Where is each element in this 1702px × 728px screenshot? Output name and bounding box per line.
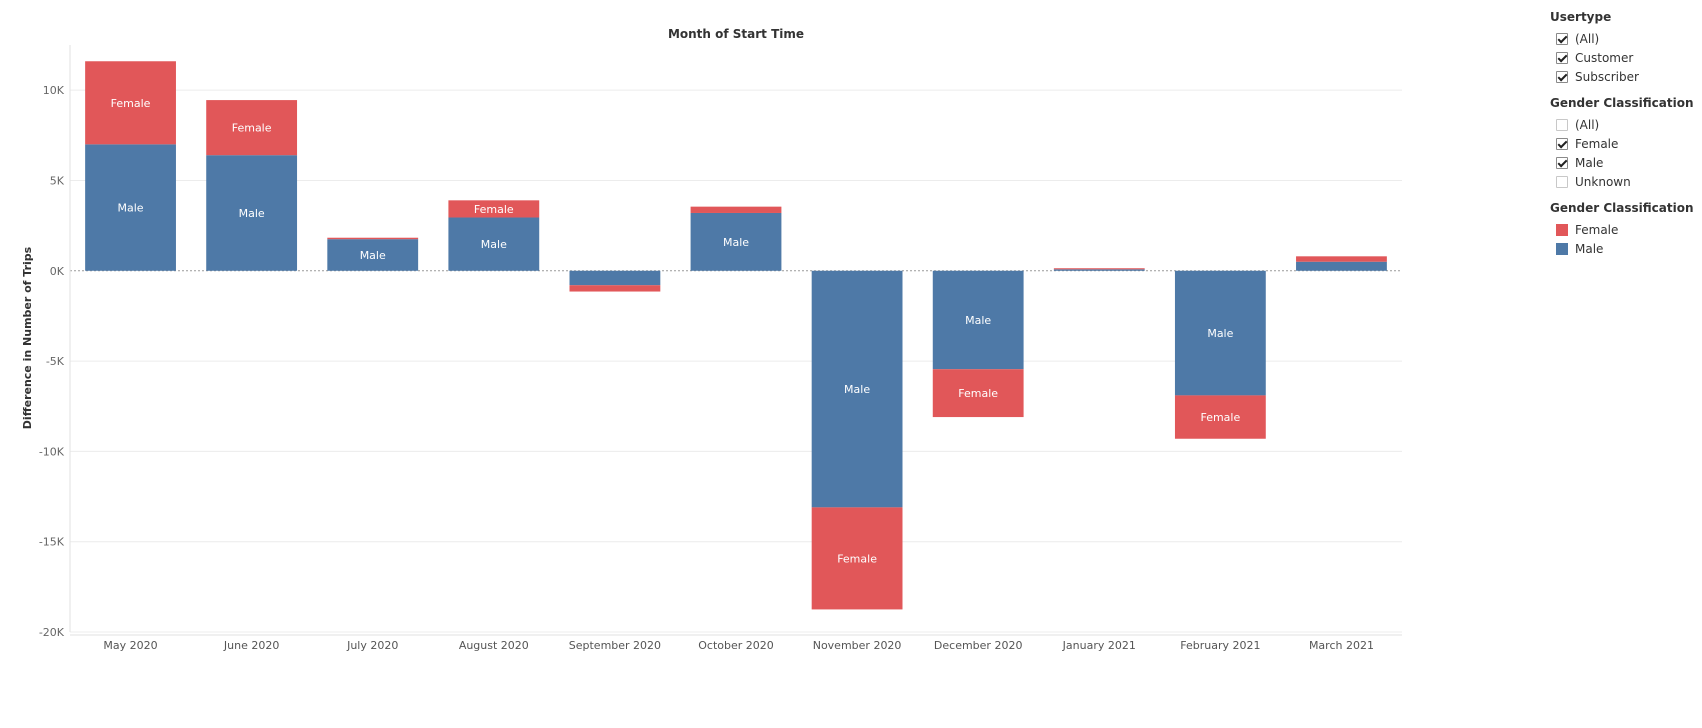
filter-option-label: (All) [1575, 31, 1600, 46]
bar-male[interactable] [448, 217, 540, 271]
bar-data-label: Male [844, 383, 870, 396]
bar-female[interactable] [448, 200, 540, 218]
y-tick-label: 5K [50, 174, 65, 187]
x-tick-label: May 2020 [103, 639, 157, 652]
bar-data-label: Female [111, 97, 151, 110]
x-tick-label: February 2021 [1180, 639, 1260, 652]
checkbox[interactable] [1556, 175, 1568, 188]
color-legend: Gender Classification Female Male [1550, 201, 1700, 258]
chart-title: Month of Start Time [668, 27, 804, 41]
y-tick-label: 0K [50, 265, 65, 278]
bar-female[interactable] [690, 206, 782, 213]
bar-female[interactable] [569, 285, 661, 292]
bar-data-label: Male [1207, 327, 1233, 340]
bar-female[interactable] [85, 61, 176, 145]
bar-male[interactable] [1174, 270, 1266, 396]
filter-title: Gender Classification [1550, 96, 1694, 110]
bar-data-label: Male [360, 249, 386, 262]
bar-male[interactable] [932, 270, 1024, 370]
y-tick-label: -20K [39, 626, 65, 639]
checkbox[interactable] [1556, 51, 1568, 64]
y-tick-label: -15K [39, 536, 65, 549]
filter-usertype: Usertype (All) Customer Subscriber [1550, 10, 1700, 86]
bar-data-label: Female [1200, 411, 1240, 424]
bar-male[interactable] [690, 212, 782, 271]
checkbox[interactable] [1556, 137, 1568, 150]
bar-male[interactable] [206, 155, 298, 271]
y-tick-label: -10K [39, 445, 65, 458]
filter-option[interactable]: (All) [1550, 29, 1700, 48]
filter-option-label: Unknown [1575, 174, 1631, 189]
bar-data-label: Male [723, 236, 749, 249]
bar-male[interactable] [811, 270, 903, 508]
y-tick-label: -5K [46, 355, 65, 368]
legend-label: Male [1575, 241, 1604, 256]
checkbox[interactable] [1556, 32, 1568, 45]
legend-item[interactable]: Male [1550, 239, 1700, 258]
bar-male[interactable] [1296, 261, 1387, 271]
bar-data-label: Male [118, 202, 144, 215]
bar-female[interactable] [932, 369, 1024, 418]
legend-title: Gender Classification [1550, 201, 1694, 215]
legend-item[interactable]: Female [1550, 220, 1700, 239]
filter-option[interactable]: Male [1550, 153, 1700, 172]
filter-option-label: Customer [1575, 50, 1634, 65]
bar-data-label: Female [474, 203, 514, 216]
x-tick-label: September 2020 [569, 639, 661, 652]
bar-female[interactable] [206, 100, 298, 156]
y-tick-label: 10K [43, 84, 65, 97]
bar-data-label: Female [837, 552, 877, 565]
legend-swatch [1556, 223, 1568, 236]
filter-option[interactable]: Female [1550, 134, 1700, 153]
x-tick-label: August 2020 [459, 639, 529, 652]
bar-data-label: Female [958, 387, 998, 400]
filter-option[interactable]: Customer [1550, 48, 1700, 67]
bar-male[interactable] [327, 239, 419, 271]
bar-data-label: Male [965, 314, 991, 327]
filter-option-label: Female [1575, 136, 1619, 151]
bar-male[interactable] [85, 144, 176, 271]
x-tick-label: January 2021 [1062, 639, 1136, 652]
x-tick-label: November 2020 [813, 639, 902, 652]
checkbox[interactable] [1556, 118, 1568, 131]
chart-area: Male Female Male Female Male Male Female Male Ma… [21, 27, 1402, 652]
bar-female[interactable] [1296, 256, 1387, 262]
bars [85, 61, 1387, 610]
filter-gender: Gender Classification (All) Female Male Unk… [1550, 96, 1700, 191]
x-tick-label: June 2020 [223, 639, 279, 652]
y-axis-title: Difference in Number of Trips [21, 246, 34, 429]
filter-option[interactable]: (All) [1550, 115, 1700, 134]
bar-male[interactable] [569, 270, 661, 286]
checkbox[interactable] [1556, 156, 1568, 169]
side-panel: Usertype (All) Customer Subscriber Gender … [1550, 10, 1700, 268]
x-tick-label: March 2021 [1309, 639, 1374, 652]
x-tick-label: December 2020 [934, 639, 1023, 652]
bar-data-label: Male [481, 238, 507, 251]
legend-swatch [1556, 242, 1568, 255]
bar-female[interactable] [1174, 395, 1266, 439]
bar-labels: Male Female Male Female Male Male Female Male Ma… [111, 97, 1241, 566]
filter-option[interactable]: Unknown [1550, 172, 1700, 191]
legend-label: Female [1575, 222, 1619, 237]
filter-option-label: Subscriber [1575, 69, 1639, 84]
checkbox[interactable] [1556, 70, 1568, 83]
bar-data-label: Female [232, 122, 272, 135]
filter-title: Usertype [1550, 10, 1612, 24]
bar-male[interactable] [1053, 269, 1145, 271]
x-tick-label: July 2020 [346, 639, 398, 652]
bar-female[interactable] [327, 237, 419, 240]
filter-option-label: (All) [1575, 117, 1600, 132]
bar-female[interactable] [811, 507, 903, 610]
filter-option-label: Male [1575, 155, 1604, 170]
axes: 10K 5K 0K -5K -10K -15K -20K May 2020 June 2020 J… [39, 45, 1402, 652]
bar-data-label: Male [239, 207, 265, 220]
bar-female[interactable] [1053, 268, 1145, 270]
x-tick-label: October 2020 [698, 639, 774, 652]
filter-option[interactable]: Subscriber [1550, 67, 1700, 86]
